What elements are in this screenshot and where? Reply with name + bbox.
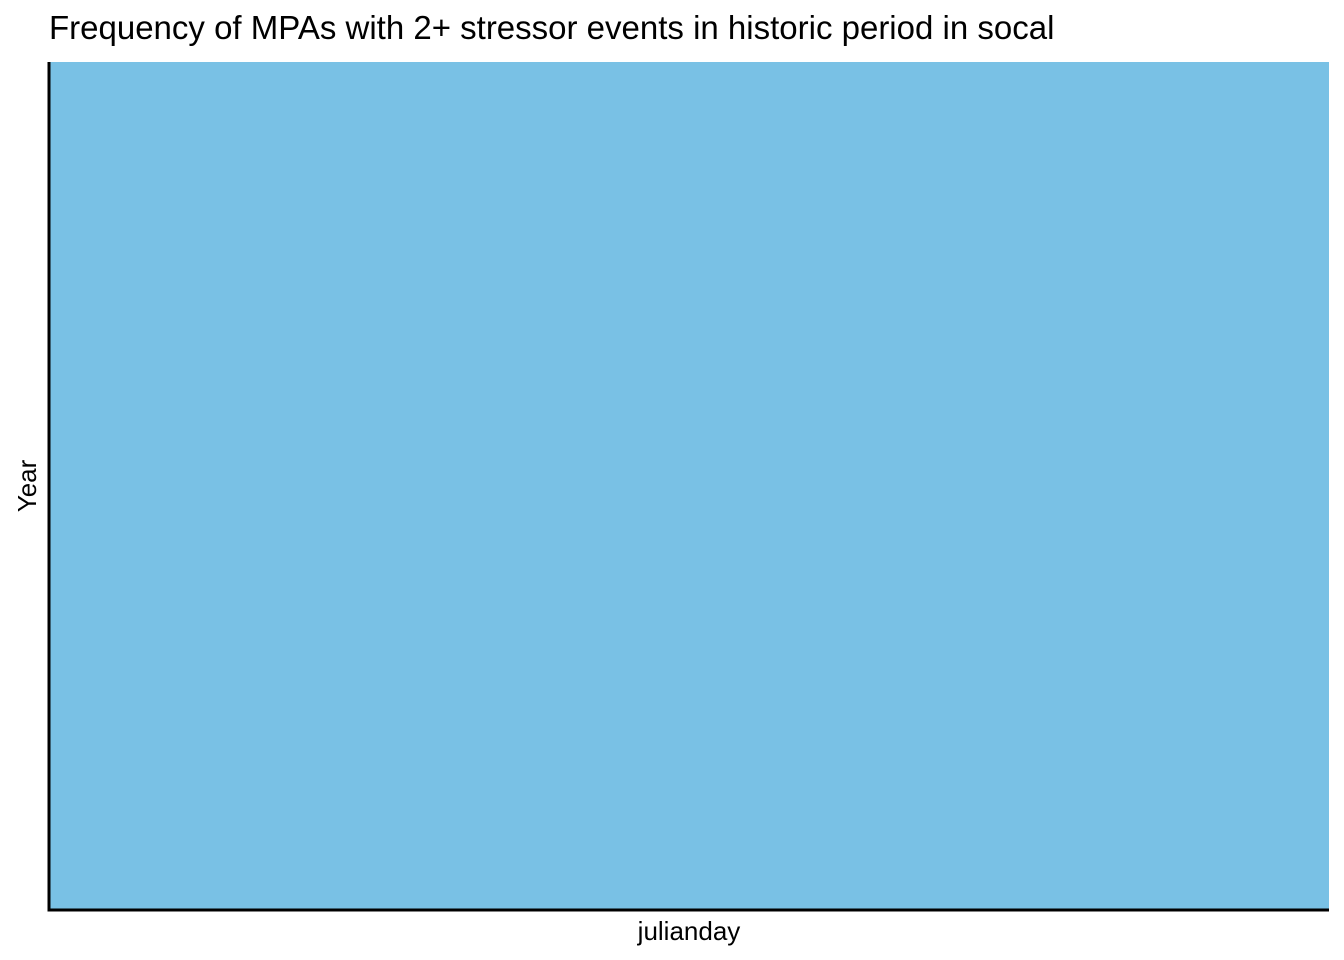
plot-area [50, 62, 1329, 909]
x-axis-label: julianday [637, 916, 741, 946]
chart-title: Frequency of MPAs with 2+ stressor event… [49, 9, 1054, 46]
heatmap-cell [50, 62, 1329, 909]
y-axis-label: Year [12, 459, 42, 512]
